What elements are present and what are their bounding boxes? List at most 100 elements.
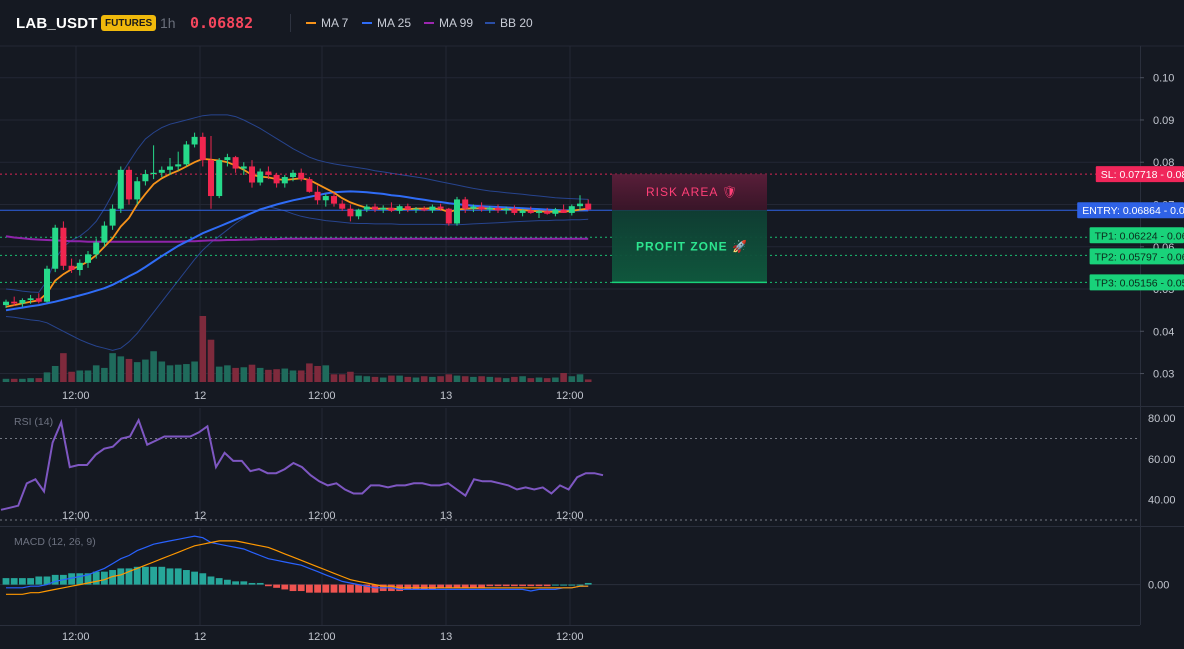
symbol-title[interactable]: LAB_USDT [16,15,98,32]
macd-hist-bar [158,566,166,585]
level-badge-bg [1089,248,1184,265]
legend-ma25[interactable]: MA 25 [362,16,411,30]
volume-bar [511,376,518,382]
ma25-line [5,190,589,312]
macd-hist-bar [322,584,330,593]
volume-bar [322,365,330,382]
volume-bar [371,376,379,382]
candle-body [224,157,231,161]
candle-body [257,171,264,183]
macd-hist-bar [437,584,444,588]
legend-ma99[interactable]: MA 99 [424,16,473,30]
candle-body [544,211,551,214]
legend-bb20[interactable]: BB 20 [485,16,533,30]
macd-hist-bar [355,584,362,593]
time-axis: 12:00 12 12:00 13 12:00 [62,631,584,643]
risk-zone-label: RISK AREA 🛡 [646,185,738,199]
volume-bar [330,374,338,382]
macd-hist-bar [19,578,26,585]
candle-body [527,210,534,213]
candle-body [183,144,190,165]
volume-bar [158,361,166,382]
macd-hist-bar [576,584,584,586]
macd-hist-bar [92,571,100,585]
macd-hist-bar [76,573,84,585]
candle-body [503,208,510,211]
candle-body [339,203,346,209]
volume-bar [470,376,477,382]
macd-hist-bar [2,578,10,585]
candle-body [76,262,83,270]
volume-bar [379,377,387,382]
macd-hist-bar [363,584,371,593]
time-tick-label: 12:00 [556,510,584,522]
candle-body [240,166,247,169]
time-tick-label: 12:00 [556,390,584,402]
volume-bar [215,366,223,382]
volume-bar [404,376,412,382]
price-tick-label: 0.04 [1153,326,1174,338]
interval-label[interactable]: 1h [160,15,176,31]
candle-body [396,206,403,211]
volume-bar [150,351,157,382]
volume-series [2,316,592,382]
volume-bar [109,353,116,382]
volume-bar [519,376,526,382]
candle-body [560,209,567,213]
candle-body [150,172,157,175]
macd-hist-bar [215,578,223,585]
macd-hist-bar [256,582,264,585]
volume-bar [420,376,428,382]
volume-bar [560,373,567,382]
price-tick-label: 0.10 [1153,73,1174,85]
macd-hist-bar [142,566,149,585]
candle-body [314,191,321,201]
volume-bar [191,361,198,382]
time-tick-label: 13 [440,631,452,643]
candle-body [281,177,288,184]
macd-hist-bar [207,576,215,585]
candle-body [445,208,452,224]
macd-hist-bar [306,584,313,593]
level-badge-tp1: TP1: 0.06224 - 0.06 [1089,227,1184,244]
volume-bar [2,378,10,382]
volume-bar [265,369,272,382]
level-badge-entry: ENTRY: 0.06864 - 0.07 [1077,202,1184,219]
risk-zone-box [612,174,767,211]
macd-hist-bar [281,584,289,590]
price-tick-label: 0.03 [1153,369,1174,381]
price-tick-label: 0.09 [1153,115,1174,127]
volume-bar [478,376,485,382]
volume-bar [19,378,26,382]
level-badge-bg [1089,227,1184,244]
macd-hist-bar [101,571,108,585]
volume-bar [453,375,461,382]
macd-hist-bar [404,584,412,590]
candle-body [568,206,575,213]
candle-body [536,211,542,213]
candle-body [93,242,100,255]
volume-bar [35,378,43,382]
macd-hist-bar [461,584,469,588]
candle-body [429,206,436,211]
ma7-line [5,157,589,308]
macd-hist-bar [289,584,297,592]
candle-body [290,172,296,178]
candle-body [265,171,272,175]
candle-body [175,164,182,167]
candle-body [117,169,124,209]
macd-histogram [2,566,592,593]
legend-ma7[interactable]: MA 7 [306,16,348,30]
macd-hist-bar [338,584,346,593]
time-tick-label: 12:00 [556,631,584,643]
macd-hist-bar [51,574,59,585]
macd-hist-bar [486,584,494,587]
volume-bar [584,379,592,382]
candle-body [232,157,239,169]
volume-bar [494,377,502,382]
rsi-title: RSI (14) [14,416,53,428]
rsi-tick-label: 60.00 [1148,454,1176,466]
candle-body [44,268,50,302]
candle-body [199,136,206,161]
